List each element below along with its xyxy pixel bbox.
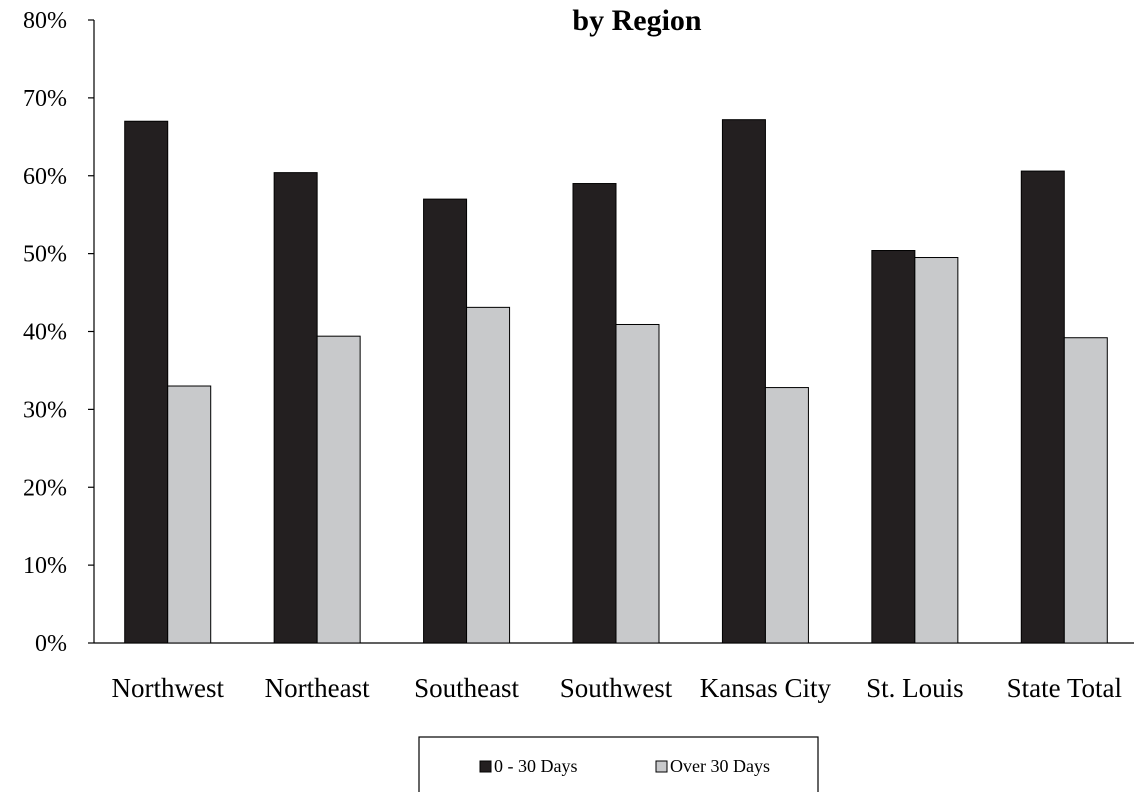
bar-0-30-days bbox=[721, 119, 766, 644]
bar-over-30-days bbox=[167, 385, 212, 644]
legend: 0 - 30 Days Over 30 Days bbox=[418, 736, 819, 792]
x-category-label: St. Louis bbox=[866, 673, 964, 703]
y-tick-label: 30% bbox=[23, 397, 67, 423]
y-tick-label: 0% bbox=[35, 631, 67, 657]
x-category-label: Southeast bbox=[414, 673, 519, 703]
bar-0-30-days bbox=[423, 198, 468, 644]
y-tick-label: 20% bbox=[23, 475, 67, 501]
bar-over-30-days bbox=[466, 306, 511, 644]
x-axis-labels: Northwest Northeast Southeast Southwest Kans… bbox=[111, 673, 1121, 703]
bar-over-30-days bbox=[1063, 337, 1108, 644]
chart-title: by Region bbox=[572, 4, 702, 37]
bar-over-30-days bbox=[764, 387, 809, 644]
x-category-label: Kansas City bbox=[700, 673, 832, 703]
y-tick-label: 60% bbox=[23, 164, 67, 190]
bar-0-30-days bbox=[124, 120, 169, 644]
y-tick-label: 70% bbox=[23, 86, 67, 112]
bar-0-30-days bbox=[1020, 170, 1065, 644]
legend-swatch-0-30-days bbox=[479, 760, 492, 773]
y-axis: 0% 10% 20% 30% 40% 50% 60% 70% 80% bbox=[23, 8, 1134, 657]
y-tick-label: 40% bbox=[23, 320, 67, 346]
y-tick-label: 10% bbox=[23, 553, 67, 579]
bars bbox=[124, 119, 1108, 644]
bar-over-30-days bbox=[615, 323, 660, 644]
bar-0-30-days bbox=[871, 250, 916, 644]
x-category-label: Northeast bbox=[265, 673, 370, 703]
legend-label-0-30-days: 0 - 30 Days bbox=[494, 756, 578, 776]
bar-0-30-days bbox=[273, 172, 318, 644]
legend-swatch-over-30-days bbox=[655, 760, 668, 773]
bar-over-30-days bbox=[914, 257, 959, 644]
x-category-label: State Total bbox=[1007, 673, 1122, 703]
y-tick-label: 80% bbox=[23, 8, 67, 34]
legend-label-over-30-days: Over 30 Days bbox=[670, 756, 770, 776]
x-category-label: Northwest bbox=[111, 673, 224, 703]
y-tick-label: 50% bbox=[23, 242, 67, 268]
x-category-label: Southwest bbox=[560, 673, 673, 703]
bar-over-30-days bbox=[316, 335, 361, 644]
bar-0-30-days bbox=[572, 183, 617, 644]
